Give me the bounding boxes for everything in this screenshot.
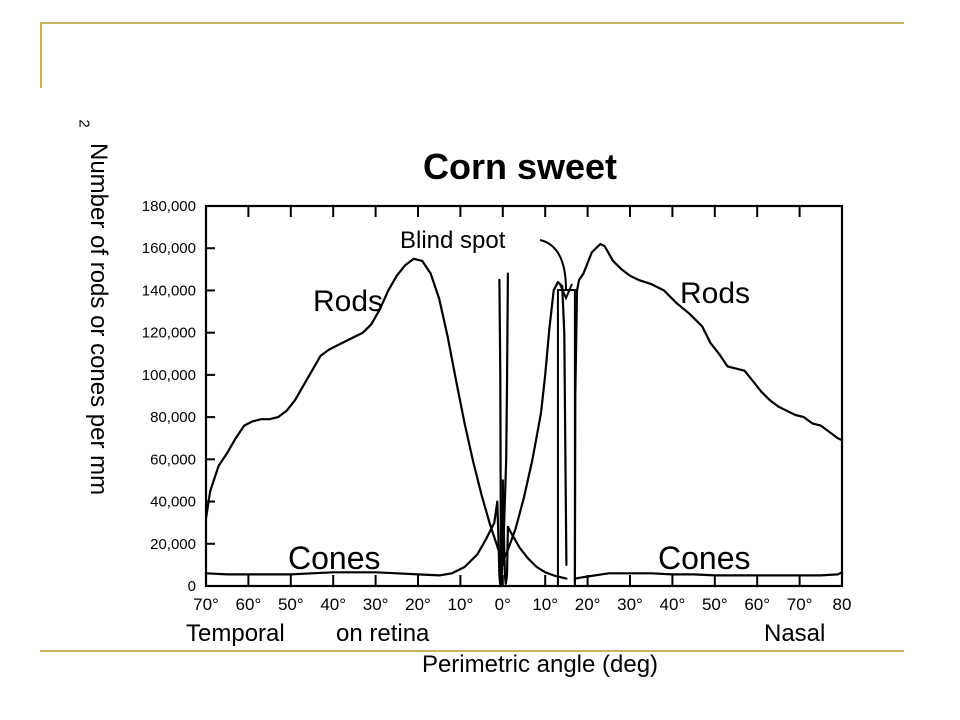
fovea-edge-line-segment-2 xyxy=(501,272,509,566)
cones-line-segment-1 xyxy=(204,479,568,588)
y-axis-title: 2 Number of rods or cones per mm xyxy=(76,115,124,615)
x-tick-label: 50° xyxy=(278,595,304,614)
x-tick-label: 80 xyxy=(833,595,852,614)
annotation-rods-right: Rods xyxy=(680,277,751,310)
x-tick-labels: 70° 60° 50° 40° 30° 20° 10° 0° 10° 20° 30° 40° 50° 60… xyxy=(193,595,851,614)
y-tick-label: 40,000 xyxy=(150,494,196,511)
y-tick-label: 20,000 xyxy=(150,536,196,553)
y-tick-label: 80,000 xyxy=(150,409,196,426)
x-tick-label: 40° xyxy=(320,595,346,614)
x-tick-label: 50° xyxy=(702,595,728,614)
plot-frame xyxy=(204,204,844,588)
annotation-blind-spot: Blind spot xyxy=(400,227,506,254)
slide-left-rule xyxy=(40,22,42,88)
x-tick-label: 70° xyxy=(193,595,219,614)
x-tick-label: 60° xyxy=(236,595,262,614)
y-tick-label: 160,000 xyxy=(142,240,196,257)
x-axis-title: Perimetric angle (deg) xyxy=(421,651,659,678)
x-label-temporal: Temporal xyxy=(186,620,285,647)
x-tick-label: 40° xyxy=(660,595,686,614)
annotation-cones-left: Cones xyxy=(288,540,381,576)
y-tick-label: 100,000 xyxy=(142,367,196,384)
annotation-cones-right: Cones xyxy=(658,540,751,576)
x-tick-label: 60° xyxy=(744,595,770,614)
rods-line-segment-2 xyxy=(573,242,844,583)
fovea-edge-line-segment-1 xyxy=(498,278,503,588)
blind-spot-arrowhead xyxy=(559,283,573,301)
x-tick-label: 20° xyxy=(405,595,431,614)
y-tick-label: 0 xyxy=(188,578,196,595)
blind-spot-arrow xyxy=(539,239,567,291)
rods-line-segment-1 xyxy=(204,257,568,566)
x-label-nasal: Nasal xyxy=(764,620,826,647)
y-tick-label: 120,000 xyxy=(142,325,196,342)
cones-line-segment-2 xyxy=(573,571,844,580)
axis-ticks xyxy=(205,205,843,587)
slide-top-rule xyxy=(40,22,904,24)
data-series xyxy=(204,242,844,588)
x-label-on-retina: on retina xyxy=(336,620,430,647)
y-tick-label: 60,000 xyxy=(150,451,196,468)
x-tick-label: 10° xyxy=(532,595,558,614)
y-tick-label: 140,000 xyxy=(142,282,196,299)
x-tick-label: 30° xyxy=(617,595,643,614)
x-tick-label: 10° xyxy=(448,595,474,614)
x-tick-label: 20° xyxy=(575,595,601,614)
slide-bottom-rule xyxy=(40,650,904,652)
y-axis-title-text: Number of rods or cones per mm xyxy=(85,143,112,496)
y-tick-label: 180,000 xyxy=(142,198,196,215)
x-tick-label: 0° xyxy=(495,595,511,614)
y-tick-labels: 0 20,000 40,000 60,000 80,000 100,000 120,000 1… xyxy=(142,198,196,595)
x-tick-label: 30° xyxy=(363,595,389,614)
annotation-rods-left: Rods xyxy=(313,285,384,318)
x-tick-label: 70° xyxy=(787,595,813,614)
chart-title: Corn sweet xyxy=(422,146,618,187)
